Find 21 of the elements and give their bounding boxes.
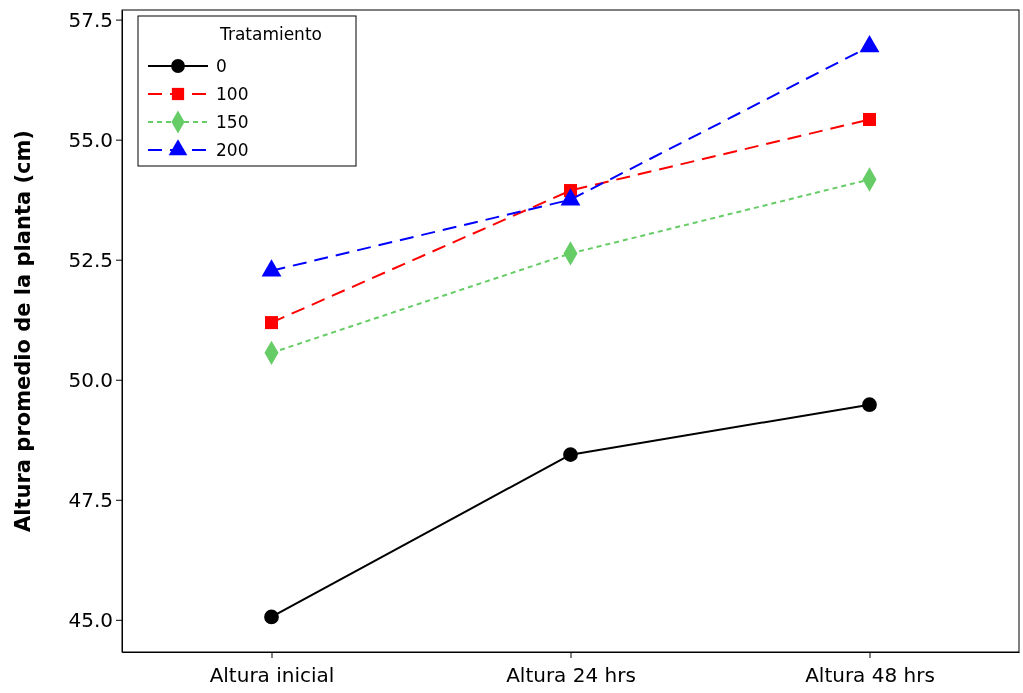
y-axis-title: Altura promedio de la planta (cm) <box>11 130 35 532</box>
point <box>859 35 880 53</box>
legend-title: Tratamiento <box>219 24 322 44</box>
point <box>264 609 279 625</box>
point <box>862 112 877 126</box>
x-tick-label: Altura 48 hrs <box>805 663 935 687</box>
point <box>264 316 279 330</box>
y-tick-label: 45.0 <box>68 607 113 632</box>
legend-label: 200 <box>216 140 249 160</box>
legend-label: 0 <box>216 56 227 76</box>
x-tick-label: Altura 24 hrs <box>506 663 636 687</box>
y-tick-label: 50.0 <box>68 367 113 392</box>
point <box>862 397 877 413</box>
y-tick-label: 52.5 <box>68 247 113 272</box>
point <box>563 447 578 462</box>
x-tick-label: Altura inicial <box>209 663 335 687</box>
y-tick-label: 47.5 <box>68 487 113 512</box>
y-tick-label: 57.5 <box>68 7 113 32</box>
y-tick-label: 55.0 <box>68 127 113 152</box>
legend-label: 100 <box>216 84 249 104</box>
legend-label: 150 <box>216 112 249 132</box>
